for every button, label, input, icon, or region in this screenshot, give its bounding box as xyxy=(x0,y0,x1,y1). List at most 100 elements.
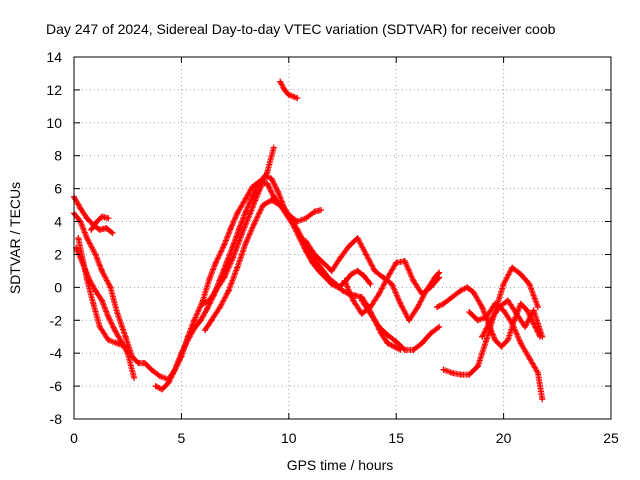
series-trace xyxy=(358,297,443,353)
data-point xyxy=(449,369,456,376)
data-point xyxy=(92,287,99,294)
data-point xyxy=(483,337,490,344)
data-point xyxy=(436,274,443,281)
data-point xyxy=(141,360,148,367)
data-point xyxy=(449,294,456,301)
series-trace xyxy=(202,197,325,334)
data-point xyxy=(206,297,213,304)
data-point xyxy=(184,337,191,344)
series-trace xyxy=(277,78,301,102)
data-point xyxy=(393,338,400,345)
data-point xyxy=(414,304,421,311)
data-point xyxy=(103,225,110,232)
data-point xyxy=(522,323,529,330)
data-point xyxy=(148,366,155,373)
data-point xyxy=(294,95,301,102)
data-point xyxy=(492,300,499,307)
data-point xyxy=(268,175,275,182)
data-point xyxy=(363,251,370,258)
data-point xyxy=(264,169,271,176)
data-point xyxy=(500,281,507,288)
data-point xyxy=(113,309,120,316)
data-point xyxy=(509,264,516,271)
data-point xyxy=(391,343,398,350)
data-point xyxy=(83,276,90,283)
data-point xyxy=(320,267,327,274)
y-tick-label: -6 xyxy=(50,378,63,394)
data-point xyxy=(517,300,524,307)
data-point xyxy=(511,317,518,324)
series-trace xyxy=(341,258,443,317)
data-point xyxy=(285,211,292,218)
data-point xyxy=(367,281,374,288)
data-point xyxy=(75,235,82,241)
data-point xyxy=(436,323,443,330)
data-point xyxy=(285,91,292,98)
y-tick-label: 6 xyxy=(54,181,62,197)
data-point xyxy=(474,317,481,324)
data-point xyxy=(236,225,243,232)
data-point xyxy=(124,350,131,357)
data-point xyxy=(345,243,352,250)
data-point xyxy=(255,188,262,195)
data-point xyxy=(107,284,114,291)
data-point xyxy=(526,355,533,362)
data-point xyxy=(483,313,490,320)
data-point xyxy=(197,317,204,324)
data-point xyxy=(221,241,228,248)
x-tick-label: 0 xyxy=(70,430,78,446)
data-point xyxy=(539,333,546,340)
data-point xyxy=(397,300,404,307)
data-point xyxy=(223,259,230,266)
data-point xyxy=(339,287,346,294)
data-point xyxy=(111,327,118,334)
y-tick-label: 14 xyxy=(46,49,62,65)
data-point xyxy=(440,300,447,307)
data-point xyxy=(98,297,105,304)
data-point xyxy=(457,371,464,378)
data-point xyxy=(384,340,391,347)
x-tick-label: 20 xyxy=(496,430,512,446)
data-point xyxy=(251,220,258,227)
data-point xyxy=(247,210,254,217)
data-point xyxy=(427,284,434,291)
data-point xyxy=(401,258,408,265)
data-point xyxy=(376,290,383,297)
axis-ticks: 0 5 10 15 20 25 -8 -6 -4 -2 0 2 4 6 8 10 12 14 xyxy=(46,49,619,446)
data-point xyxy=(159,386,166,393)
data-point xyxy=(234,264,241,271)
data-point xyxy=(524,307,531,314)
data-point xyxy=(122,343,129,350)
y-tick-label: -8 xyxy=(50,411,63,427)
data-point xyxy=(122,333,129,340)
data-point xyxy=(509,320,516,327)
data-point xyxy=(440,366,447,373)
data-point xyxy=(534,369,541,376)
y-tick-label: 8 xyxy=(54,148,62,164)
data-point xyxy=(354,235,361,241)
data-point xyxy=(517,340,524,347)
y-tick-label: 0 xyxy=(54,279,62,295)
data-point xyxy=(410,346,417,353)
data-point xyxy=(470,289,477,296)
data-point xyxy=(360,272,367,279)
data-point xyxy=(113,340,120,347)
y-tick-label: 4 xyxy=(54,214,62,230)
data-point xyxy=(217,304,224,311)
data-point xyxy=(260,202,267,209)
series-trace xyxy=(199,144,277,307)
data-point xyxy=(156,373,163,380)
data-point xyxy=(83,215,90,222)
data-point xyxy=(191,325,198,332)
data-point xyxy=(504,297,511,304)
data-point xyxy=(290,93,297,100)
data-point xyxy=(492,337,499,344)
data-point xyxy=(191,317,198,324)
data-point xyxy=(88,226,95,233)
data-point xyxy=(277,202,284,209)
x-tick-label: 10 xyxy=(281,430,297,446)
data-point xyxy=(105,337,112,344)
data-point xyxy=(358,310,365,317)
data-point xyxy=(500,307,507,314)
